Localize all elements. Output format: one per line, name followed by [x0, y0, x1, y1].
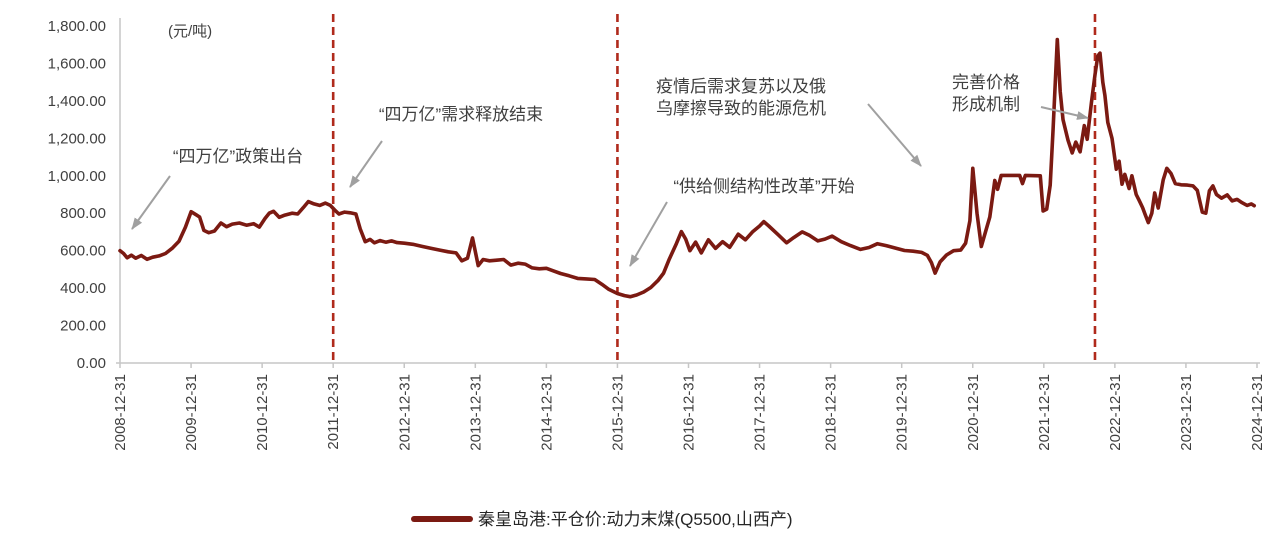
annotation-arrow — [867, 103, 922, 167]
x-axis-tick-label: 2018-12-31 — [823, 374, 840, 451]
annotation-text: 疫情后需求复苏以及俄 — [656, 77, 826, 96]
unit-label: (元/吨) — [168, 23, 212, 40]
x-axis-tick-label: 2010-12-31 — [254, 374, 271, 451]
y-axis-labels: 0.00 200.00 400.00 600.00 800.00 1,000.00 1,20… — [48, 18, 106, 372]
legend: 秦皇岛港:平仓价:动力末煤(Q5500,山西产) — [411, 510, 793, 529]
y-axis-tick-label: 0.00 — [77, 355, 106, 372]
annotation-arrow — [629, 201, 668, 267]
annotation-text: 乌摩擦导致的能源危机 — [656, 99, 826, 118]
x-axis-tick-label: 2008-12-31 — [112, 374, 129, 451]
x-axis-tick-label: 2021-12-31 — [1036, 374, 1053, 451]
annotation-text: “四万亿”需求释放结束 — [379, 105, 543, 124]
x-axis-tick-label: 2014-12-31 — [538, 374, 555, 451]
annotation-arrow — [349, 140, 383, 188]
annotation-arrow — [1040, 106, 1089, 120]
annotation-text: “供给侧结构性改革”开始 — [673, 177, 854, 196]
annotation-text: 形成机制 — [952, 95, 1020, 114]
x-axis-tick-label: 2023-12-31 — [1178, 374, 1195, 451]
y-axis-tick-label: 800.00 — [60, 205, 106, 222]
y-axis-tick-label: 1,200.00 — [48, 130, 106, 147]
legend-label: 秦皇岛港:平仓价:动力末煤(Q5500,山西产) — [478, 510, 793, 529]
y-axis-tick-label: 600.00 — [60, 243, 106, 260]
x-axis-tick-label: 2011-12-31 — [325, 374, 342, 450]
y-axis-tick-label: 1,800.00 — [48, 18, 106, 35]
y-axis-tick-label: 1,400.00 — [48, 93, 106, 110]
x-axis-tick-label: 2015-12-31 — [609, 374, 626, 451]
y-axis-tick-label: 200.00 — [60, 318, 106, 335]
annotation-text: “四万亿”政策出台 — [173, 147, 303, 166]
price-series-path — [118, 37, 1256, 299]
y-axis-tick-label: 1,000.00 — [48, 168, 106, 185]
annotation-text: 完善价格 — [952, 73, 1020, 92]
x-axis-labels: 2008-12-31 2009-12-31 2010-12-31 2011-12-31… — [112, 374, 1266, 451]
x-axis-tick-label: 2020-12-31 — [965, 374, 982, 451]
x-axis-tick-label: 2009-12-31 — [183, 374, 200, 451]
x-axis-tick-label: 2013-12-31 — [467, 374, 484, 451]
annotations: “四万亿”政策出台 “四万亿”需求释放结束 疫情后需求复苏以及俄乌摩擦导致的能源危机… — [131, 73, 1089, 267]
price-line — [118, 37, 1256, 299]
y-axis-tick-label: 400.00 — [60, 280, 106, 297]
y-axis-tick-label: 1,600.00 — [48, 55, 106, 72]
x-axis-tick-label: 2024-12-31 — [1249, 374, 1266, 451]
x-axis-tick-label: 2012-12-31 — [396, 374, 413, 451]
annotation-arrow — [131, 175, 171, 230]
axis-lines — [116, 18, 1260, 368]
x-axis-tick-label: 2022-12-31 — [1107, 374, 1124, 451]
x-axis-tick-label: 2017-12-31 — [752, 374, 769, 451]
x-axis-tick-label: 2019-12-31 — [894, 374, 911, 451]
x-axis-tick-label: 2016-12-31 — [681, 374, 698, 451]
